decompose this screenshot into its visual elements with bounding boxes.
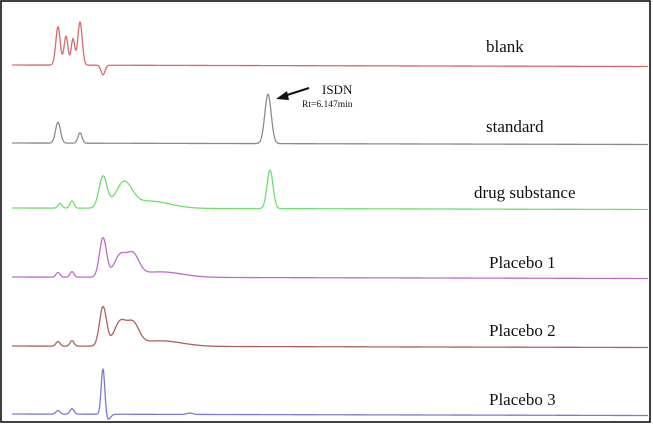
trace-label-placebo-1: Placebo 1 bbox=[489, 253, 556, 272]
trace-standard bbox=[11, 93, 649, 146]
trace-drug-substance bbox=[11, 169, 649, 211]
annotation-arrow bbox=[283, 87, 310, 97]
trace-label-standard: standard bbox=[486, 117, 544, 136]
trace-label-blank: blank bbox=[486, 37, 524, 56]
trace-blank bbox=[11, 21, 649, 76]
arrow-head-icon bbox=[276, 91, 289, 100]
trace-placebo-3 bbox=[11, 368, 649, 420]
traces bbox=[11, 21, 649, 420]
annotation-name: ISDN bbox=[322, 82, 353, 97]
trace-label-drug-substance: drug substance bbox=[474, 183, 576, 202]
trace-placebo-2 bbox=[11, 305, 649, 349]
trace-label-placebo-3: Placebo 3 bbox=[489, 390, 556, 409]
annotation-rt: Rt=6.147min bbox=[302, 100, 353, 110]
trace-label-placebo-2: Placebo 2 bbox=[489, 321, 556, 340]
peak-annotation: ISDN Rt=6.147min bbox=[276, 82, 353, 110]
trace-labels: blank standard drug substance Placebo 1 Plac… bbox=[474, 37, 576, 409]
trace-placebo-1 bbox=[11, 236, 649, 280]
